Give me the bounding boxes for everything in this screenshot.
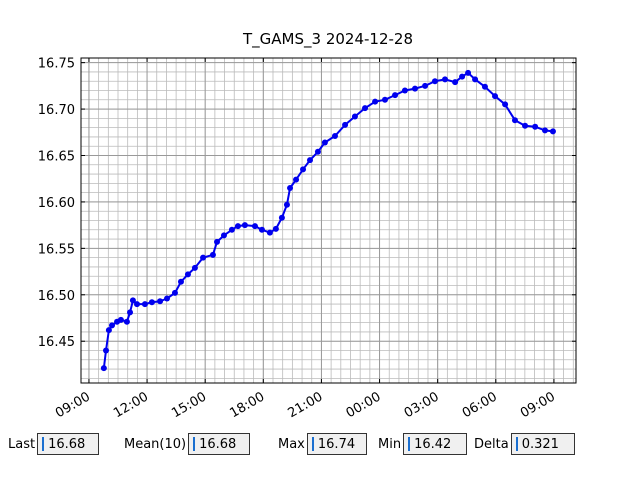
x-tick-label: 03:00 — [402, 389, 442, 421]
point — [362, 105, 369, 112]
stat-label: Max — [278, 436, 305, 452]
point — [157, 298, 164, 305]
point — [214, 238, 221, 245]
point — [532, 123, 539, 130]
y-tick-label: 16.60 — [38, 196, 75, 211]
point — [321, 139, 328, 146]
point — [542, 127, 549, 134]
stat-label: Min — [378, 436, 402, 452]
point — [200, 254, 207, 261]
point — [209, 251, 216, 258]
point — [141, 301, 148, 308]
point — [272, 225, 279, 232]
stat-value: 16.74 — [306, 433, 367, 455]
stat-label: Last — [8, 436, 36, 452]
y-tick-label: 16.45 — [38, 335, 75, 350]
point — [412, 85, 419, 92]
stat-value: 16.68 — [37, 433, 100, 455]
x-tick-label: 18:00 — [227, 389, 267, 421]
plot-frame — [80, 57, 577, 384]
point — [372, 98, 379, 105]
stat-value: 0.321 — [510, 433, 575, 455]
point — [351, 113, 358, 120]
point — [228, 226, 235, 233]
point — [241, 222, 248, 229]
point — [102, 347, 109, 354]
point — [502, 101, 509, 108]
point — [459, 73, 466, 80]
x-tick-label: 00:00 — [344, 389, 384, 421]
point — [148, 299, 155, 306]
x-tick-label: 09:00 — [53, 389, 93, 421]
stat-label: Mean(10) — [124, 436, 187, 452]
point — [258, 226, 265, 233]
point — [234, 223, 241, 230]
x-tick-label: 06:00 — [460, 389, 500, 421]
stat-value: 16.42 — [403, 433, 468, 455]
point — [171, 289, 178, 296]
point — [331, 133, 338, 139]
stat: Delta 0.321 — [474, 432, 575, 456]
point — [511, 117, 518, 124]
point — [401, 87, 408, 94]
stat: Last 16.68 — [8, 432, 100, 456]
y-tick-label: 16.55 — [38, 242, 75, 257]
point — [251, 223, 258, 230]
point — [431, 78, 438, 85]
point — [381, 96, 388, 103]
y-tick-label: 16.75 — [38, 57, 75, 72]
point — [472, 76, 479, 83]
point — [314, 148, 321, 155]
stat: Max 16.74 — [278, 432, 367, 456]
y-tick-label: 16.50 — [38, 289, 75, 304]
stat-label: Delta — [474, 436, 509, 452]
x-tick-label: 09:00 — [518, 389, 558, 421]
point — [164, 295, 171, 302]
stat: Mean(10) 16.68 — [124, 432, 251, 456]
point — [293, 176, 300, 183]
point — [127, 309, 134, 316]
point — [287, 185, 294, 191]
point — [452, 79, 459, 86]
y-tick-label: 16.65 — [38, 150, 75, 165]
point — [133, 301, 140, 308]
point — [108, 322, 115, 329]
point — [100, 365, 107, 372]
point — [465, 69, 472, 76]
point — [177, 278, 184, 285]
point — [129, 297, 136, 304]
point — [442, 76, 449, 83]
chart-title: T_GAMS_3 2024-12-28 — [242, 30, 413, 49]
point — [220, 232, 227, 239]
stat-value: 16.68 — [188, 433, 251, 455]
point — [481, 83, 488, 90]
point — [266, 229, 273, 236]
point — [184, 271, 191, 278]
point — [105, 327, 112, 334]
chart: T_GAMS_3 2024-12-28 16.45 16.50 16.55 16.60… — [38, 30, 577, 421]
point — [306, 157, 313, 164]
point — [283, 201, 290, 208]
x-tick-label: 12:00 — [111, 389, 151, 421]
x-tick-label: 21:00 — [285, 389, 325, 421]
point — [392, 92, 399, 99]
point — [191, 264, 198, 271]
y-tick-label: 16.70 — [38, 103, 75, 118]
point — [278, 214, 285, 221]
point — [342, 121, 349, 128]
point — [522, 122, 529, 129]
point — [549, 128, 556, 135]
x-tick-label: 15:00 — [169, 389, 209, 421]
stat: Min 16.42 — [378, 432, 468, 456]
point — [422, 82, 429, 89]
point — [300, 166, 307, 173]
point — [117, 316, 124, 323]
point — [123, 318, 130, 325]
point — [492, 93, 499, 100]
